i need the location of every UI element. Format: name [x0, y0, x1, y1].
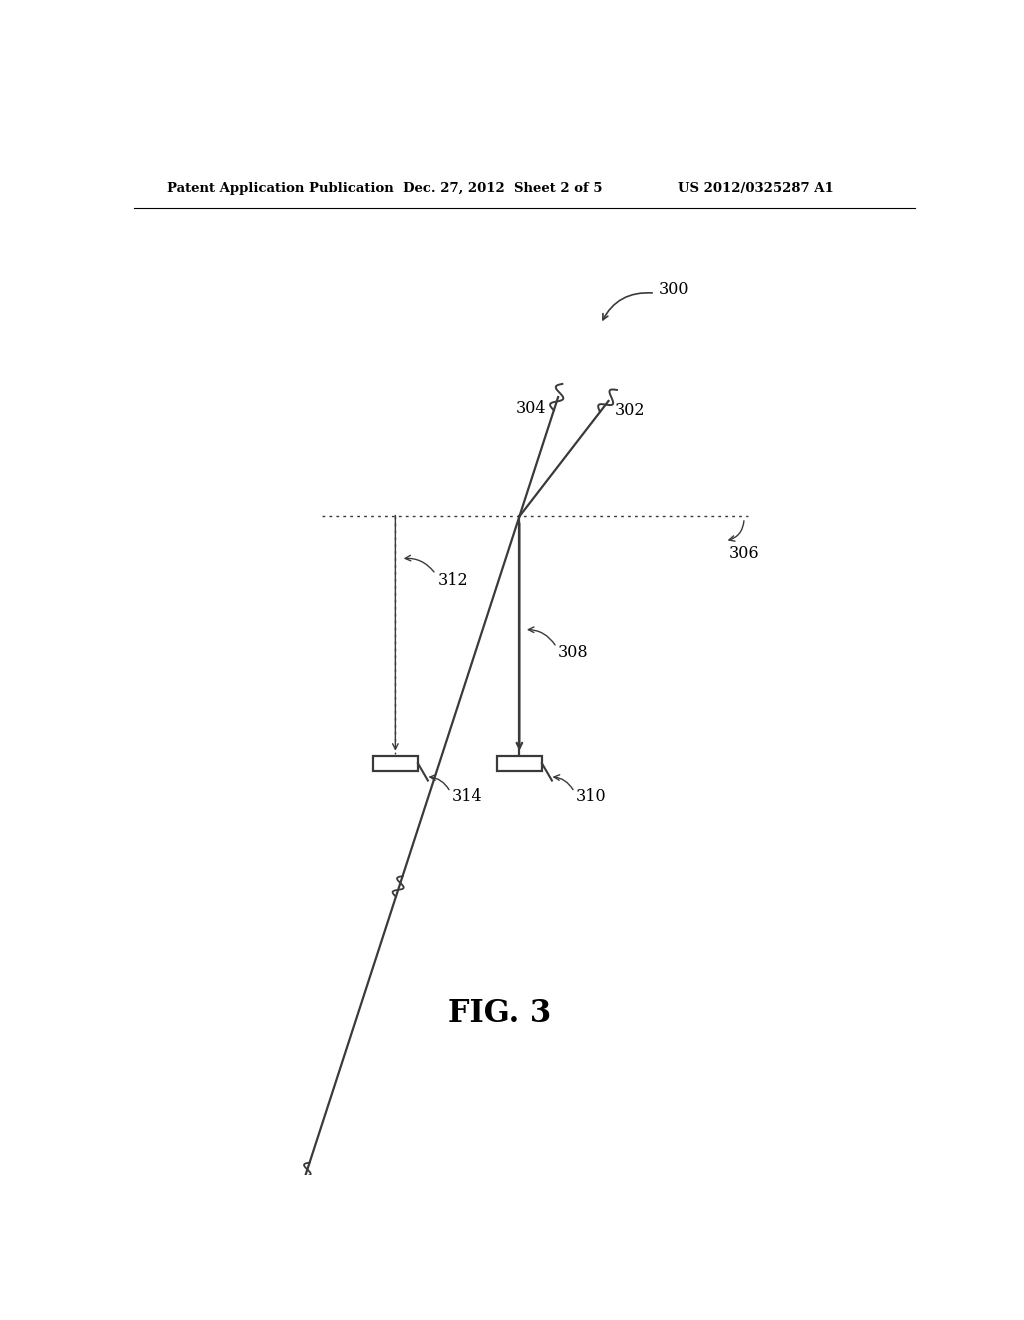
Text: 302: 302 — [614, 401, 645, 418]
Text: US 2012/0325287 A1: US 2012/0325287 A1 — [678, 182, 834, 194]
Text: 300: 300 — [658, 281, 689, 298]
Text: Dec. 27, 2012  Sheet 2 of 5: Dec. 27, 2012 Sheet 2 of 5 — [403, 182, 603, 194]
Bar — [497, 756, 542, 771]
Text: FIG. 3: FIG. 3 — [449, 998, 552, 1028]
Text: 308: 308 — [558, 644, 589, 661]
Text: 306: 306 — [729, 545, 759, 562]
Bar — [373, 756, 418, 771]
Text: 310: 310 — [575, 788, 606, 805]
Text: 314: 314 — [452, 788, 482, 805]
Text: Patent Application Publication: Patent Application Publication — [167, 182, 393, 194]
Text: 304: 304 — [515, 400, 546, 417]
Text: 312: 312 — [438, 572, 469, 589]
